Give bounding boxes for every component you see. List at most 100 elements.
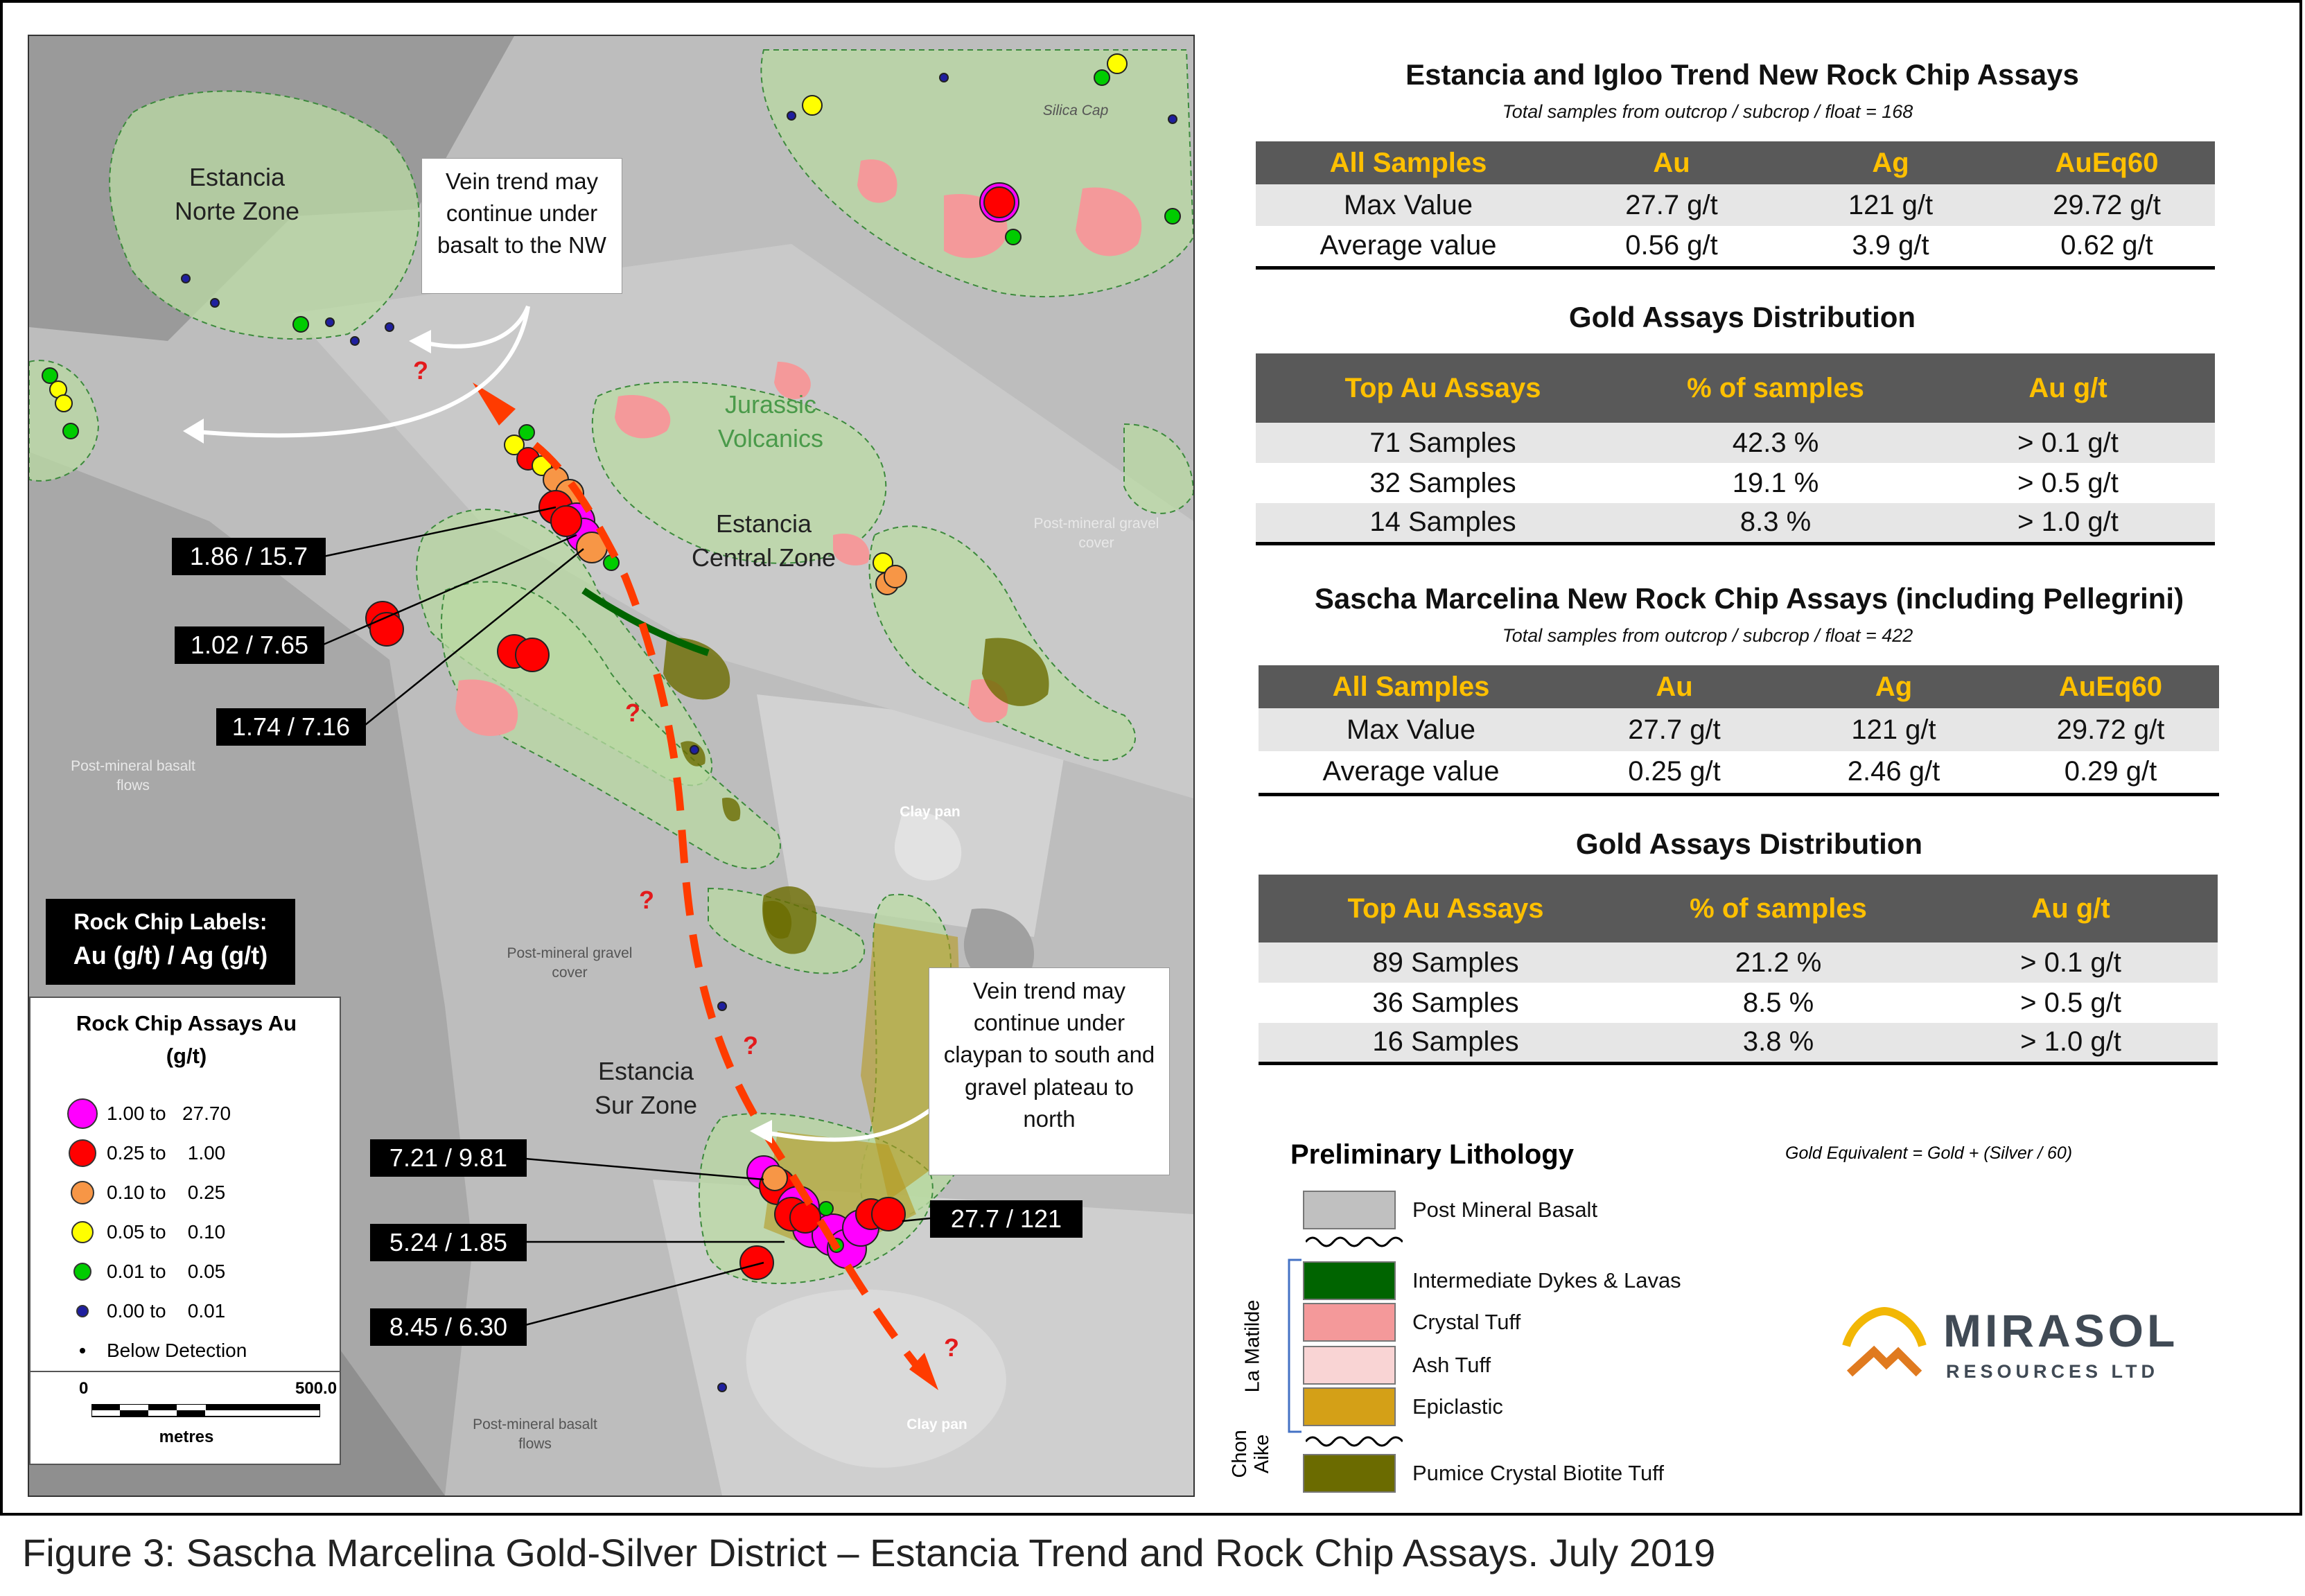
estancia-distribution-table: Top Au Assays % of samples Au g/t 71 Sam…: [1256, 353, 2215, 545]
lithology-title: Preliminary Lithology: [1290, 1139, 1574, 1170]
table-cell: 32 Samples: [1369, 467, 1516, 498]
la-matilde-bracket: [1288, 1259, 1302, 1433]
table-cell: 14 Samples: [1256, 503, 1630, 545]
lithology-swatch: [1303, 1346, 1396, 1385]
table-header: All Samples: [1259, 665, 1563, 708]
table-header: Top Au Assays: [1259, 875, 1633, 942]
sascha-title: Sascha Marcelina New Rock Chip Assays (i…: [1314, 582, 2184, 615]
question-mark: ?: [743, 1031, 758, 1060]
question-mark: ?: [944, 1333, 959, 1362]
legend-swatch: [71, 1221, 94, 1243]
table-row: 32 Samples 19.1 % > 0.5 g/t: [1256, 463, 2215, 503]
clay-pan-label-2: Clay pan: [906, 1417, 967, 1432]
lithology-label: Intermediate Dykes & Lavas: [1412, 1268, 1681, 1292]
lithology-label: Epiclastic: [1412, 1394, 1503, 1419]
table-row: 89 Samples 21.2 % > 0.1 g/t: [1259, 942, 2218, 983]
table-cell: 0.29 g/t: [2002, 751, 2219, 796]
legend-item: 0.25 to 1.00: [58, 1136, 225, 1170]
table-row: 14 Samples 8.3 % > 1.0 g/t: [1256, 503, 2215, 545]
legend-swatch: [73, 1263, 91, 1281]
legend-item: 1.00 to 27.70: [58, 1096, 231, 1131]
table-cell: 121 g/t: [1782, 184, 1999, 226]
legend-label: 1.00 to 27.70: [107, 1103, 231, 1124]
table-cell: Average value: [1256, 226, 1561, 270]
lithology-item: Pumice Crystal Biotite Tuff: [1303, 1454, 1664, 1493]
lithology-item: Crystal Tuff: [1303, 1303, 1520, 1342]
gold-equivalent-note: Gold Equivalent = Gold + (Silver / 60): [1785, 1143, 2073, 1163]
legend-item: 0.05 to 0.10: [58, 1215, 225, 1249]
rock-chip-labels-box: Rock Chip Labels: Au (g/t) / Ag (g/t): [46, 899, 295, 985]
clay-pan-label-1: Clay pan: [900, 804, 961, 820]
table-header: AuEq60: [2002, 665, 2219, 708]
table-row: Average value 0.56 g/t 3.9 g/t 0.62 g/t: [1256, 226, 2215, 270]
legend-label: 0.10 to 0.25: [107, 1182, 226, 1203]
legend-swatch: [76, 1305, 89, 1317]
rock-chip-labels-title: Rock Chip Labels:: [73, 909, 268, 934]
table-cell: 0.56 g/t: [1561, 226, 1782, 270]
scale-max: 500.0: [295, 1379, 338, 1398]
lithology-label: Ash Tuff: [1412, 1353, 1491, 1377]
la-matilde-label: La Matilde: [1241, 1299, 1264, 1393]
table-cell: > 0.1 g/t: [1921, 423, 2215, 463]
table-header: Au g/t: [1921, 353, 2215, 423]
basalt-flows-label-1: Post-mineral basalt flows: [71, 758, 195, 794]
table-cell: Max Value: [1256, 184, 1561, 226]
geology-map: Estancia Norte Zone Estancia Central Zon…: [28, 35, 1195, 1497]
legend-label: 0.05 to 0.10: [107, 1221, 226, 1243]
table-cell: 29.72 g/t: [2002, 708, 2219, 751]
legend-label: 0.01 to 0.05: [107, 1261, 226, 1282]
sascha-summary-table: All Samples Au Ag AuEq60 Max Value 27.7 …: [1259, 665, 2219, 796]
lithology-swatch: [1303, 1454, 1396, 1493]
table-cell: 42.3 %: [1630, 423, 1921, 463]
table-cell: > 1.0 g/t: [1924, 1023, 2218, 1065]
logo-subtitle: RESOURCES LTD: [1946, 1361, 2159, 1382]
table-cell: 29.72 g/t: [1999, 184, 2215, 226]
legend-title: Rock Chip Assays Au (g/t): [76, 1011, 297, 1068]
table-cell: > 0.5 g/t: [2020, 987, 2121, 1018]
callout-south-trend: Vein trend may continue under claypan to…: [929, 967, 1170, 1175]
table-cell: 0.62 g/t: [1999, 226, 2215, 270]
unconformity-symbol: [1306, 1236, 1403, 1247]
table-cell: > 1.0 g/t: [1921, 503, 2215, 545]
estancia-subtitle: Total samples from outcrop / subcrop / f…: [1502, 101, 1913, 122]
table-header: All Samples: [1256, 141, 1561, 184]
logo-name: MIRASOL: [1943, 1305, 2179, 1356]
lithology-label: Pumice Crystal Biotite Tuff: [1412, 1461, 1664, 1485]
lithology-item: Intermediate Dykes & Lavas: [1303, 1261, 1681, 1300]
question-mark: ?: [413, 356, 428, 385]
lithology-label: Post Mineral Basalt: [1412, 1198, 1598, 1222]
legend-label: 0.25 to 1.00: [107, 1142, 226, 1164]
scale-units: metres: [159, 1428, 214, 1446]
table-cell: 8.5 %: [1742, 987, 1814, 1018]
table-header: Ag: [1785, 665, 2002, 708]
lithology-swatch: [1303, 1191, 1396, 1229]
table-header: % of samples: [1630, 353, 1921, 423]
table-cell: 89 Samples: [1259, 942, 1633, 983]
zone-label-jurassic: Jurassic Volcanics: [717, 390, 824, 453]
question-mark: ?: [625, 699, 640, 727]
scale-bar: 0 500.0 metres: [29, 1371, 341, 1465]
table-cell: 36 Samples: [1372, 987, 1519, 1018]
table-header: AuEq60: [1999, 141, 2215, 184]
zone-label-norte: Estancia Norte Zone: [174, 163, 300, 225]
table-header: Au: [1561, 141, 1782, 184]
table-header: Ag: [1782, 141, 1999, 184]
table-cell: 27.7 g/t: [1561, 184, 1782, 226]
table-cell: 2.46 g/t: [1785, 751, 2002, 796]
table-cell: 3.9 g/t: [1782, 226, 1999, 270]
lithology-swatch: [1303, 1261, 1396, 1300]
assay-label-3: 1.74 / 7.16: [216, 708, 366, 746]
table-cell: 8.3 %: [1630, 503, 1921, 545]
legend-item: 0.10 to 0.25: [58, 1175, 225, 1210]
table-cell: > 0.1 g/t: [1924, 942, 2218, 983]
table-cell: 27.7 g/t: [1563, 708, 1785, 751]
assay-label-7: 27.7 / 121: [930, 1200, 1083, 1238]
rock-chip-labels-format: Au (g/t) / Ag (g/t): [73, 941, 268, 970]
lithology-item: Ash Tuff: [1303, 1346, 1491, 1385]
table-cell: 71 Samples: [1256, 423, 1630, 463]
estancia-title: Estancia and Igloo Trend New Rock Chip A…: [1405, 58, 2079, 91]
mountain-logo-icon: [1842, 1306, 1927, 1377]
callout-nw-trend: Vein trend may continue under basalt to …: [421, 158, 622, 294]
legend-item: 0.00 to 0.01: [58, 1294, 225, 1328]
table-cell: 19.1 %: [1732, 467, 1819, 498]
